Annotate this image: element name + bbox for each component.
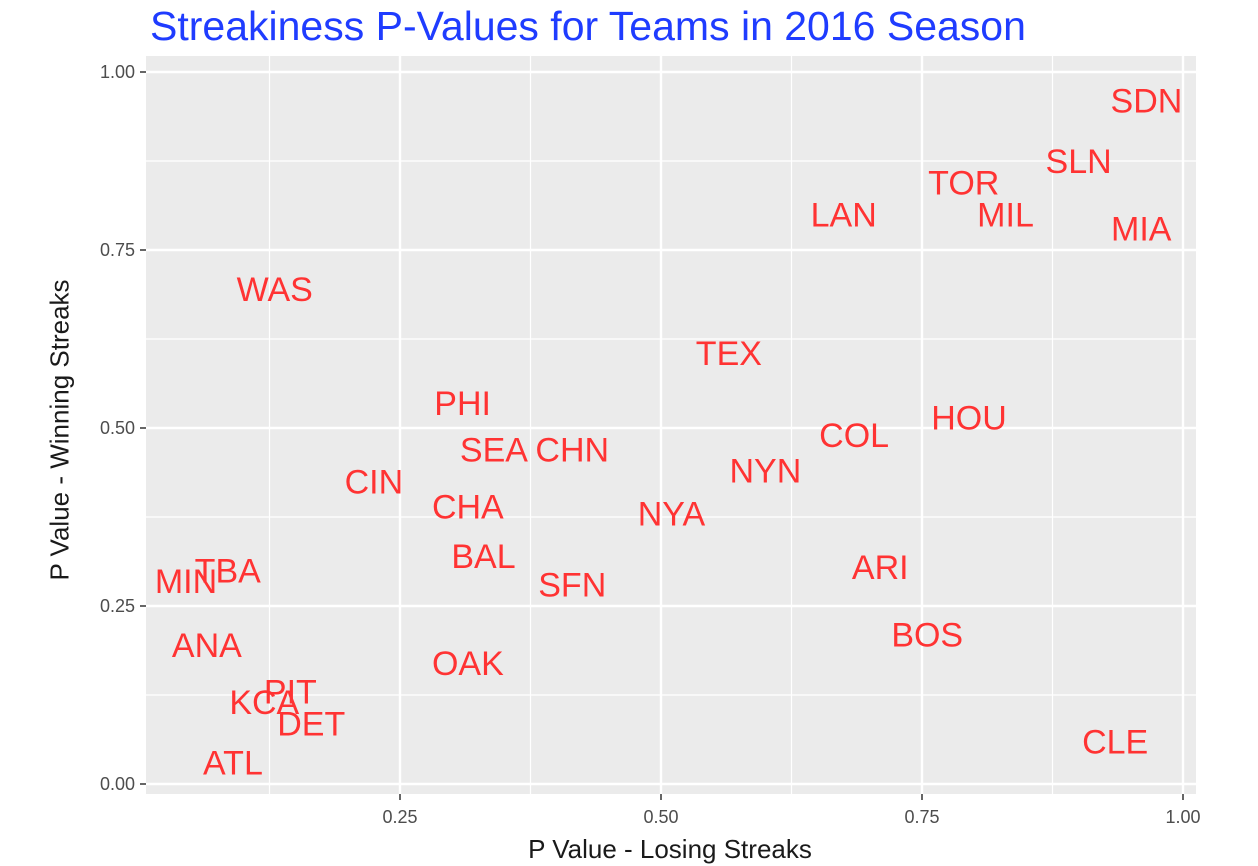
point-label-cin: CIN bbox=[345, 463, 404, 501]
y-tick-label: 0.75 bbox=[100, 240, 135, 260]
point-label-ana: ANA bbox=[172, 627, 242, 665]
point-label-chn: CHN bbox=[535, 431, 609, 469]
point-label-tex: TEX bbox=[696, 335, 762, 373]
point-label-sea: SEA bbox=[460, 431, 528, 469]
y-tick-label: 1.00 bbox=[100, 62, 135, 82]
y-tick-label: 0.50 bbox=[100, 418, 135, 438]
point-label-min: MIN bbox=[155, 563, 217, 601]
point-label-det: DET bbox=[277, 705, 345, 743]
point-label-oak: OAK bbox=[432, 645, 504, 683]
point-label-sfn: SFN bbox=[538, 567, 606, 605]
chart-title: Streakiness P-Values for Teams in 2016 S… bbox=[150, 3, 1026, 49]
x-axis-label: P Value - Losing Streaks bbox=[528, 834, 812, 864]
point-label-atl: ATL bbox=[203, 745, 263, 783]
point-label-pit: PIT bbox=[264, 673, 317, 711]
point-label-sln: SLN bbox=[1046, 143, 1112, 181]
point-label-cle: CLE bbox=[1082, 723, 1148, 761]
point-label-tor: TOR bbox=[928, 164, 999, 202]
point-label-bos: BOS bbox=[891, 616, 963, 654]
point-label-tba: TBA bbox=[195, 552, 261, 590]
point-label-phi: PHI bbox=[434, 385, 491, 423]
point-label-nya: NYA bbox=[638, 495, 706, 533]
y-tick-label: 0.25 bbox=[100, 596, 135, 616]
x-tick-label: 1.00 bbox=[1165, 807, 1200, 827]
point-label-bal: BAL bbox=[451, 538, 515, 576]
plot-panel bbox=[146, 56, 1196, 794]
point-label-lan: LAN bbox=[811, 196, 877, 234]
x-tick-label: 0.25 bbox=[382, 807, 417, 827]
y-tick-label: 0.00 bbox=[100, 774, 135, 794]
point-label-ari: ARI bbox=[852, 549, 909, 587]
point-label-cha: CHA bbox=[432, 488, 504, 526]
x-tick-label: 0.75 bbox=[904, 807, 939, 827]
point-label-mia: MIA bbox=[1111, 211, 1172, 249]
point-label-hou: HOU bbox=[931, 399, 1007, 437]
point-label-kca: KCA bbox=[229, 684, 299, 722]
point-label-col: COL bbox=[819, 417, 889, 455]
x-tick-label: 0.50 bbox=[643, 807, 678, 827]
point-label-was: WAS bbox=[237, 271, 313, 309]
point-label-mil: MIL bbox=[977, 196, 1034, 234]
point-label-nyn: NYN bbox=[730, 453, 802, 491]
point-label-sdn: SDN bbox=[1111, 82, 1183, 120]
y-axis-label: P Value - Winning Streaks bbox=[44, 279, 75, 581]
